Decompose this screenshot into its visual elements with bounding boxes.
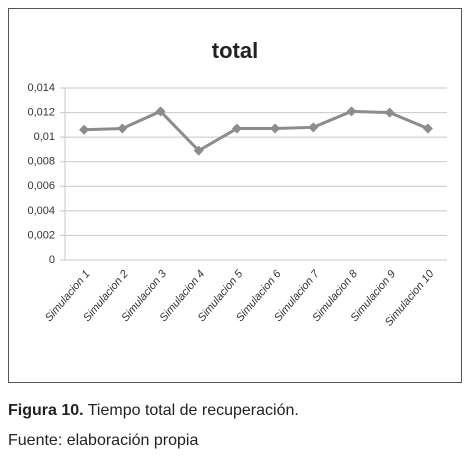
y-tick-label: 0,014 (27, 82, 55, 94)
caption-text: Tiempo total de recuperación. (87, 402, 299, 419)
data-point (79, 124, 90, 135)
data-point (308, 122, 319, 133)
y-tick-label: 0,002 (27, 229, 55, 241)
data-line (84, 109, 429, 153)
data-point (346, 106, 357, 117)
data-point (270, 123, 281, 134)
chart: total 0 0,002 0,004 0,006 0,008 0,01 0,012 0,01… (8, 8, 462, 383)
data-point (117, 123, 128, 134)
caption-label: Figura 10. (8, 402, 84, 419)
source: Fuente: elaboración propia (8, 432, 199, 449)
y-tick-label: 0,006 (27, 180, 55, 192)
y-tick-label: 0,01 (34, 131, 55, 143)
y-tick-label: 0,012 (27, 106, 55, 118)
chart-frame (8, 8, 462, 383)
y-tick-label: 0,004 (27, 205, 55, 217)
data-point (231, 123, 242, 134)
chart-title: total (212, 38, 258, 63)
data-point (384, 107, 395, 118)
caption: Figura 10. Tiempo total de recuperación. (8, 402, 299, 420)
data-point (422, 123, 433, 134)
y-tick-label: 0,008 (27, 156, 55, 168)
y-tick-label: 0 (49, 254, 55, 266)
data-point (155, 106, 166, 117)
data-point (193, 145, 204, 156)
